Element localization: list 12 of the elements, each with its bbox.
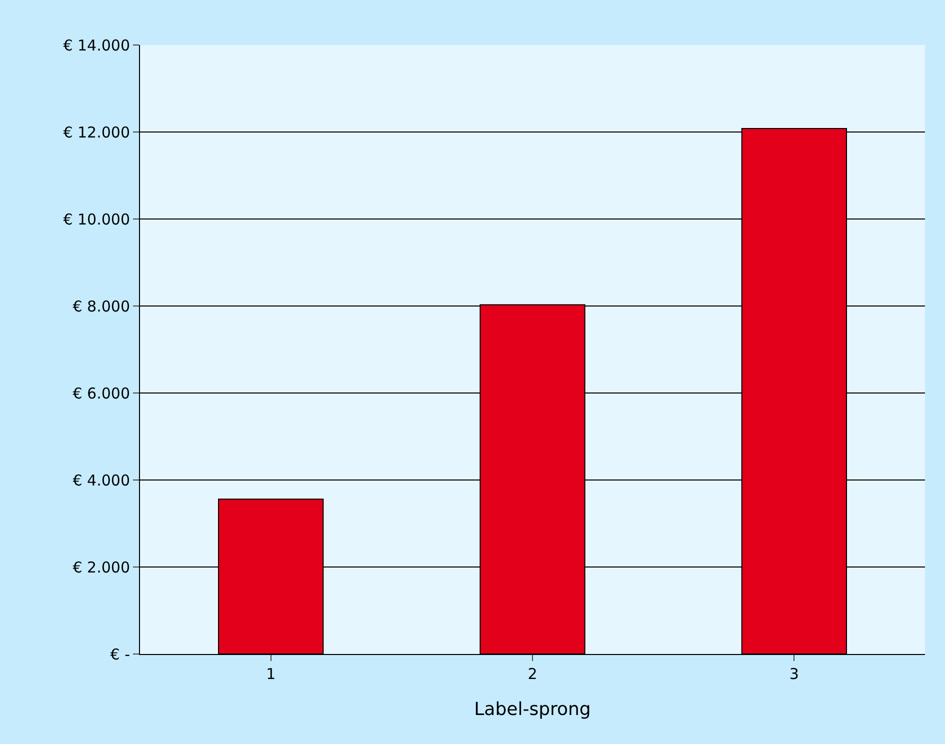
y-tick-label: € - bbox=[110, 645, 130, 664]
y-tick-label: € 4.000 bbox=[72, 471, 130, 490]
y-tick-label: € 12.000 bbox=[63, 123, 130, 142]
y-tick-label: € 6.000 bbox=[72, 384, 130, 402]
y-tick-label: € 10.000 bbox=[63, 210, 130, 228]
y-tick-label: € 8.000 bbox=[72, 297, 130, 316]
x-tick-label: 1 bbox=[266, 665, 276, 683]
x-axis-title: Label-sprong bbox=[474, 699, 591, 720]
y-tick-label: € 2.000 bbox=[72, 558, 130, 576]
y-tick-label: € 14.000 bbox=[63, 36, 130, 54]
x-tick-label: 2 bbox=[528, 665, 538, 683]
x-tick-label: 3 bbox=[789, 665, 799, 683]
